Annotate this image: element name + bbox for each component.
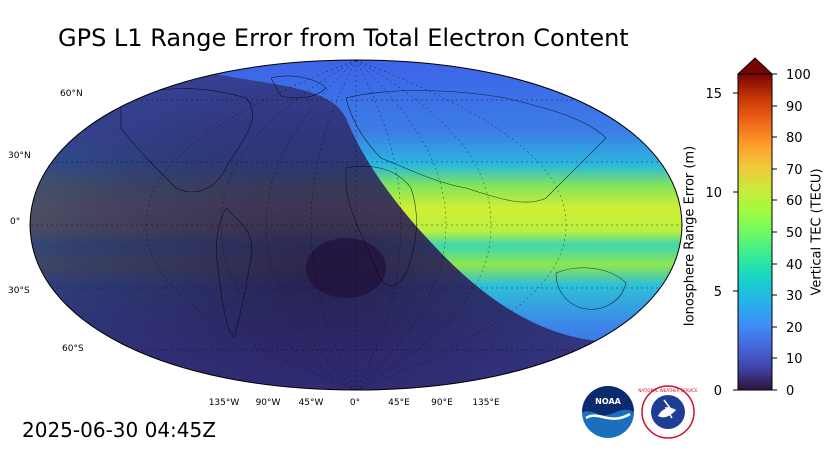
lat-label-60n: 60°N [60,89,83,99]
left-tick-15: 15 [705,87,722,102]
tec-map [29,59,683,391]
lon-label-135e: 135°E [472,398,500,408]
right-tick-40: 40 [786,258,803,273]
lat-label-0: 0° [10,217,21,227]
right-tick-60: 60 [786,194,803,209]
svg-text:NOAA: NOAA [595,397,621,406]
right-tick-100: 100 [786,68,811,83]
right-tick-70: 70 [786,163,803,178]
agency-logos: NOAA NATIONAL WEATHER SERVICE [582,385,698,439]
timestamp: 2025-06-30 04:45Z [22,418,216,442]
lon-label-45e: 45°E [388,398,410,408]
right-tick-80: 80 [786,131,803,146]
right-tick-20: 20 [786,321,803,336]
map-title: GPS L1 Range Error from Total Electron C… [58,24,629,52]
lat-label-60s: 60°S [62,344,84,354]
lon-label-135w: 135°W [208,398,240,408]
lon-label-45w: 45°W [298,398,324,408]
left-tick-0: 0 [714,384,722,399]
right-tick-50: 50 [786,226,803,241]
colorbar-right-label: Vertical TEC (TECU) [809,168,825,296]
svg-text:NATIONAL WEATHER SERVICE: NATIONAL WEATHER SERVICE [638,388,698,393]
lon-label-90e: 90°E [431,398,453,408]
lon-label-90w: 90°W [255,398,281,408]
lat-label-30n: 30°N [8,151,31,161]
right-tick-30: 30 [786,289,803,304]
left-tick-10: 10 [705,186,722,201]
right-tick-10: 10 [786,352,803,367]
noaa-logo: NOAA [582,386,634,438]
colorbar-left-label: Ionosphere Range Error (m) [682,145,698,327]
colorbar: 0 5 10 15 0 10 20 30 40 50 60 70 80 90 1… [705,57,811,399]
lat-label-30s: 30°S [8,286,30,296]
right-tick-0: 0 [786,384,794,399]
right-tick-90: 90 [786,100,803,115]
left-tick-5: 5 [714,285,722,300]
nws-logo: NATIONAL WEATHER SERVICE [638,385,698,439]
lon-label-0: 0° [349,398,361,408]
